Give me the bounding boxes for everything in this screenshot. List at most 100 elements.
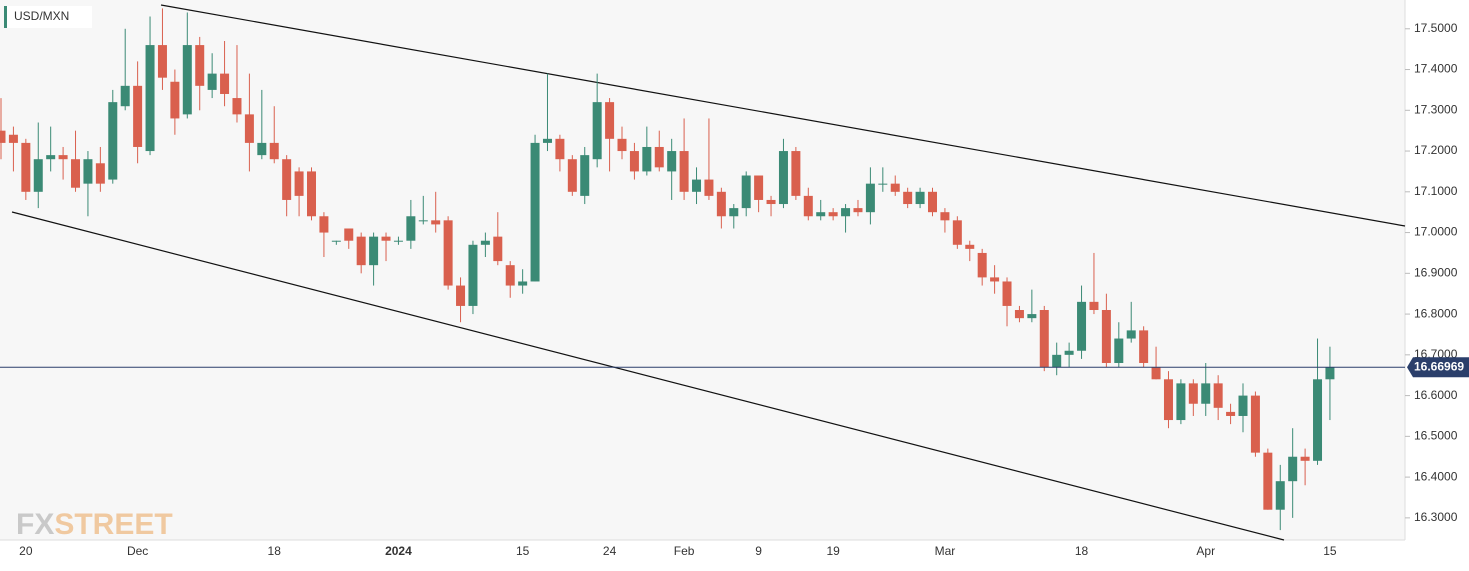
candle-body	[1151, 367, 1161, 380]
candle-body	[282, 159, 292, 200]
candle-body	[120, 85, 130, 107]
x-tick-label: 15	[1323, 544, 1337, 558]
x-tick-label: 18	[268, 544, 282, 558]
candle-body	[418, 220, 428, 222]
candle-body	[617, 138, 627, 152]
candle-body	[754, 175, 764, 200]
candle-body	[667, 151, 677, 172]
candle-body	[21, 142, 31, 192]
candle-body	[555, 138, 565, 160]
candle-body	[791, 151, 801, 196]
candle-body	[443, 220, 453, 286]
candle-body	[83, 159, 93, 184]
y-tick-label: 16.6000	[1414, 388, 1458, 402]
candle-body	[915, 191, 925, 205]
candle-body	[493, 236, 503, 262]
candle-body	[431, 220, 441, 225]
candle-body	[319, 216, 329, 233]
candle-body	[1126, 330, 1136, 339]
candle-body	[605, 102, 615, 139]
candle-body	[816, 212, 826, 217]
y-tick-label: 17.1000	[1414, 184, 1458, 198]
candle-body	[1238, 395, 1248, 416]
candle-body	[182, 45, 192, 115]
candle-body	[518, 281, 528, 286]
y-tick-label: 17.0000	[1414, 225, 1458, 239]
candle-body	[952, 220, 962, 245]
candle-body	[1039, 310, 1049, 368]
trendlines	[11, 4, 1406, 541]
candle-body	[580, 155, 590, 196]
watermark-right: STREET	[54, 508, 172, 541]
candle-body	[1275, 481, 1285, 510]
candle-body	[766, 199, 776, 205]
candle-body	[1114, 338, 1124, 363]
y-tick-label: 17.3000	[1414, 102, 1458, 116]
x-tick-label: 2024	[385, 544, 412, 558]
x-tick-label: Mar	[935, 544, 956, 558]
y-tick-label: 16.8000	[1414, 306, 1458, 320]
x-tick-label: 20	[19, 544, 33, 558]
candle-body	[542, 138, 552, 143]
candle-body	[890, 183, 900, 192]
candle-body	[157, 45, 167, 78]
trendline-lower	[11, 211, 1285, 541]
candle-body	[344, 228, 354, 241]
candle-body	[1176, 383, 1186, 421]
candle-body	[642, 146, 652, 172]
x-tick-label: 19	[826, 544, 840, 558]
y-tick-label: 17.4000	[1414, 62, 1458, 76]
candle-body	[729, 208, 739, 217]
x-tick-label: 9	[755, 544, 762, 558]
candle-body	[1213, 383, 1223, 408]
candle-body	[803, 195, 813, 217]
candle-body	[530, 142, 540, 282]
candle-body	[1089, 301, 1099, 311]
y-tick-label: 17.2000	[1414, 143, 1458, 157]
candle-body	[1250, 395, 1260, 453]
candle-body	[1064, 350, 1074, 355]
candle-body	[654, 146, 664, 168]
candle-body	[1300, 456, 1310, 461]
candle-body	[480, 240, 490, 245]
x-tick-label: 24	[603, 544, 617, 558]
candle-body	[71, 159, 81, 188]
candle-body	[990, 277, 1000, 282]
candle-body	[95, 163, 105, 184]
candle-body	[679, 151, 689, 192]
candle-body	[828, 212, 838, 217]
x-tick-label: 15	[516, 544, 530, 558]
candle-body	[1226, 411, 1236, 416]
candle-body	[468, 244, 478, 306]
candle-body	[1101, 310, 1111, 363]
candle-body	[505, 265, 515, 286]
candle-body	[456, 285, 466, 306]
candle-body	[33, 159, 43, 192]
candle-body	[331, 240, 341, 242]
candle-body	[244, 114, 254, 143]
candle-body	[46, 155, 56, 160]
candle-body	[145, 45, 155, 152]
x-tick-label: 18	[1075, 544, 1089, 558]
y-tick-label: 16.3000	[1414, 510, 1458, 524]
candle-body	[369, 236, 379, 266]
candle-body	[294, 171, 304, 196]
candle-body	[704, 179, 714, 196]
candle-body	[269, 142, 279, 160]
candle-body	[8, 134, 18, 143]
candle-body	[1027, 314, 1037, 319]
candle-body	[108, 102, 118, 180]
candle-body	[567, 159, 577, 192]
y-tick-label: 17.5000	[1414, 21, 1458, 35]
candle-body	[58, 155, 68, 160]
candle-body	[928, 191, 937, 213]
x-tick-label: Feb	[674, 544, 695, 558]
candle-body	[1002, 281, 1012, 306]
trendline-upper	[160, 4, 1406, 227]
candle-body	[170, 81, 180, 119]
candle-body	[195, 45, 205, 86]
candle-body	[741, 175, 751, 209]
plot-area	[0, 0, 1405, 540]
x-tick-label: Apr	[1196, 544, 1215, 558]
